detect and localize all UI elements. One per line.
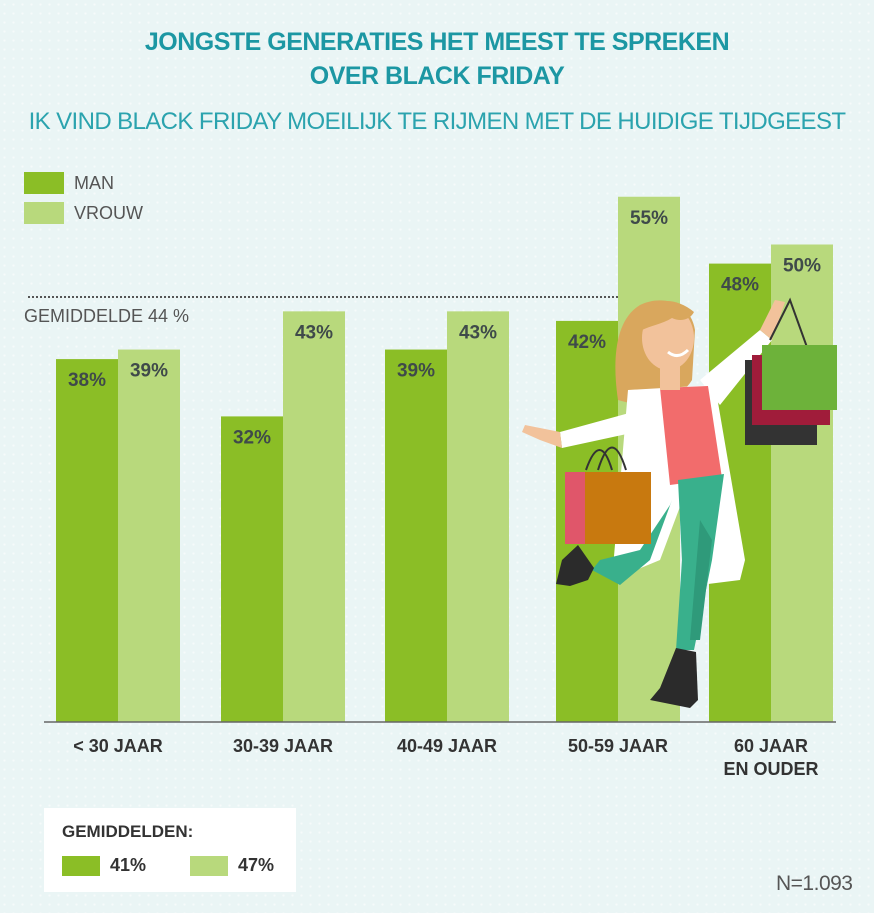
bar-man-1 bbox=[221, 416, 283, 722]
legend-swatch-vrouw bbox=[24, 202, 64, 224]
bar-label-man-1: 32% bbox=[233, 427, 271, 448]
bar-label-vrouw-3: 55% bbox=[630, 208, 668, 229]
bar-vrouw-4 bbox=[771, 244, 833, 722]
bar-label-vrouw-1: 43% bbox=[295, 322, 333, 343]
bar-vrouw-1 bbox=[283, 311, 345, 722]
category-label-4: 60 JAAR EN OUDER bbox=[723, 736, 818, 779]
category-label-0: < 30 JAAR bbox=[73, 736, 163, 756]
shopper-illustration bbox=[522, 297, 837, 708]
category-label-2: 40-49 JAAR bbox=[397, 736, 497, 756]
legend-label-vrouw: VROUW bbox=[74, 203, 143, 223]
bar-man-0 bbox=[56, 359, 118, 722]
bar-label-man-2: 39% bbox=[397, 361, 435, 382]
legend-swatch-man bbox=[24, 172, 64, 194]
bar-label-vrouw-4: 50% bbox=[783, 256, 821, 277]
bar-vrouw-2 bbox=[447, 311, 509, 722]
average-line bbox=[28, 296, 618, 298]
averages-value-vrouw: 47% bbox=[238, 855, 275, 875]
chart-subtitle: IK VIND BLACK FRIDAY MOEILIJK TE RIJMEN … bbox=[28, 108, 846, 135]
category-label-1: 30-39 JAAR bbox=[233, 736, 333, 756]
bar-man-2 bbox=[385, 349, 447, 722]
averages-title: GEMIDDELDEN: bbox=[62, 822, 194, 841]
average-label: GEMIDDELDE 44 % bbox=[24, 306, 190, 326]
averages-swatch-man bbox=[62, 856, 100, 876]
bar-vrouw-0 bbox=[118, 349, 180, 722]
bar-label-man-4: 48% bbox=[721, 275, 759, 296]
bar-label-man-0: 38% bbox=[68, 370, 106, 391]
averages-swatch-vrouw bbox=[190, 856, 228, 876]
chart-title-line1: JONGSTE GENERATIES HET MEEST TE SPREKEN bbox=[144, 28, 730, 56]
bar-label-man-3: 42% bbox=[568, 332, 606, 353]
sample-size: N=1.093 bbox=[776, 872, 853, 895]
bar-label-vrouw-0: 39% bbox=[130, 361, 168, 382]
category-label-3: 50-59 JAAR bbox=[568, 736, 668, 756]
averages-value-man: 41% bbox=[110, 855, 147, 875]
bar-label-vrouw-2: 43% bbox=[459, 322, 497, 343]
legend-label-man: MAN bbox=[74, 173, 114, 193]
averages-box: GEMIDDELDEN: 41% 47% bbox=[44, 808, 296, 892]
chart-title-line2: OVER BLACK FRIDAY bbox=[309, 62, 565, 90]
